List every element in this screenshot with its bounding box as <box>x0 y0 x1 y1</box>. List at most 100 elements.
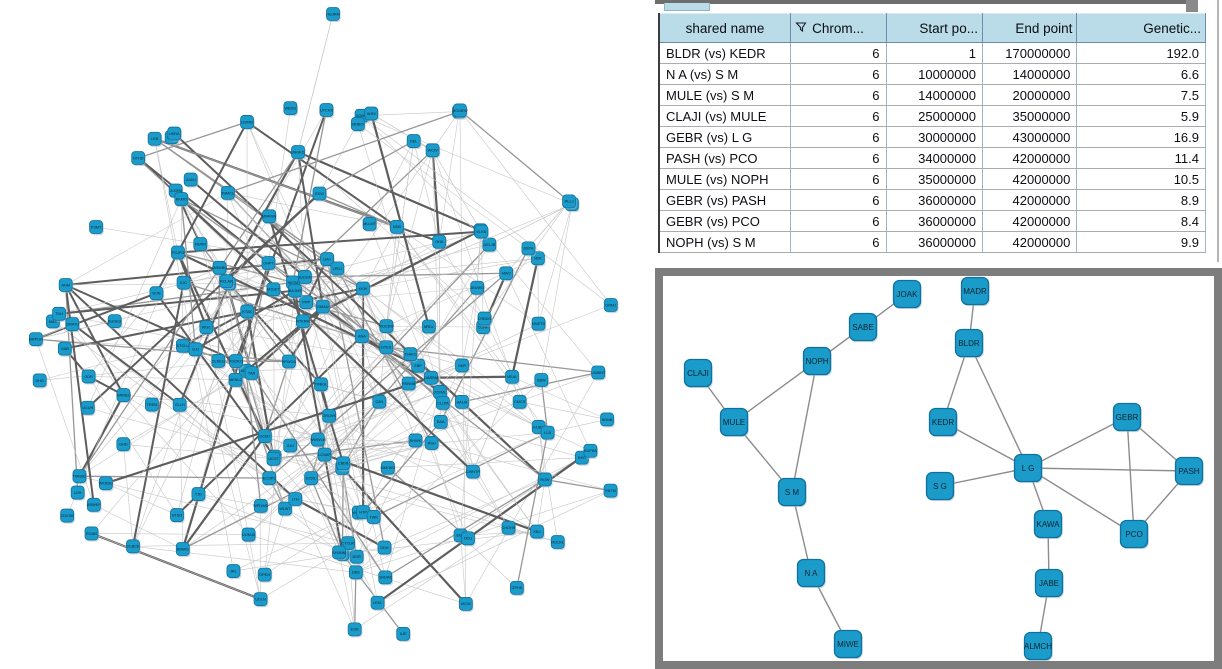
cell-r5-c1[interactable]: 6 <box>790 147 887 169</box>
subnetwork-graph[interactable]: JOAK MADR SABE NOPH BLDR CLAJI MULE KEDR GEBR L G… <box>663 276 1214 661</box>
node-shape[interactable] <box>802 346 832 376</box>
network-node[interactable]: UCUH <box>80 400 96 416</box>
node-shape[interactable] <box>777 477 807 507</box>
network-node[interactable]: UDLN <box>253 592 269 608</box>
node-shape[interactable] <box>482 237 497 252</box>
node-shape[interactable] <box>310 432 325 447</box>
network-node[interactable]: LLB <box>540 425 556 441</box>
node-shape[interactable] <box>89 220 103 234</box>
network-edge[interactable] <box>268 272 507 479</box>
network-edge[interactable] <box>538 204 573 324</box>
table-row[interactable]: NOPH (vs) S M 6 36000000 42000000 9.9 <box>660 231 1206 253</box>
network-edge[interactable] <box>329 415 538 532</box>
node-shape[interactable] <box>320 252 334 266</box>
network-node[interactable]: OHPT <box>261 256 277 272</box>
network-edge[interactable] <box>183 258 328 283</box>
network-edge[interactable] <box>248 534 261 600</box>
network-edge[interactable] <box>264 512 360 575</box>
cell-r5-c2[interactable]: 34000000 <box>886 147 983 169</box>
node-shape[interactable] <box>366 510 381 524</box>
network-node[interactable]: OARBM <box>424 370 439 386</box>
node-shape[interactable] <box>477 311 492 326</box>
node-shape[interactable] <box>1023 631 1053 661</box>
column-header-chrom---[interactable]: Chrom... <box>790 13 887 43</box>
cell-r2-c4[interactable]: 7.5 <box>1076 84 1206 106</box>
network-node[interactable]: NEL <box>406 134 422 150</box>
node-shape[interactable] <box>147 131 162 146</box>
network-node[interactable]: MADR <box>960 276 990 307</box>
network-edge[interactable] <box>181 435 266 550</box>
node-shape[interactable] <box>372 394 387 409</box>
network-node[interactable]: UJH <box>70 485 86 501</box>
network-node[interactable]: JUU <box>283 438 298 454</box>
network-node[interactable]: KTAK <box>240 304 255 320</box>
node-shape[interactable] <box>170 508 184 522</box>
network-edge[interactable] <box>79 370 247 477</box>
node-shape[interactable] <box>960 276 990 306</box>
table-row[interactable]: PASH (vs) PCO 6 34000000 42000000 11.4 <box>660 147 1206 169</box>
network-node[interactable]: MULE <box>719 407 749 438</box>
node-shape[interactable] <box>315 299 330 314</box>
node-shape[interactable] <box>262 471 277 486</box>
node-shape[interactable] <box>57 341 72 356</box>
network-edge[interactable] <box>384 479 546 548</box>
network-node[interactable]: UTSO <box>170 508 185 524</box>
network-edge[interactable] <box>361 115 573 205</box>
network-edge[interactable] <box>465 372 599 604</box>
network-edge[interactable] <box>377 490 611 603</box>
node-shape[interactable] <box>32 373 47 388</box>
network-edge[interactable] <box>123 394 249 535</box>
network-edge[interactable] <box>302 321 349 544</box>
network-edge[interactable] <box>195 349 343 469</box>
network-node[interactable]: CRBDO <box>477 311 493 327</box>
node-shape[interactable] <box>390 219 404 234</box>
cell-r7-c1[interactable]: 6 <box>790 189 887 211</box>
cell-r1-c4[interactable]: 6.6 <box>1076 63 1206 85</box>
network-node[interactable]: GJJ <box>188 342 204 358</box>
node-shape[interactable] <box>291 145 305 159</box>
network-edge[interactable] <box>733 360 818 423</box>
cell-r8-c3[interactable]: 42000000 <box>982 210 1078 232</box>
network-edge[interactable] <box>319 140 414 195</box>
network-edge[interactable] <box>431 150 441 242</box>
network-node[interactable]: ANA <box>354 329 370 345</box>
node-shape[interactable] <box>283 101 298 116</box>
node-shape[interactable] <box>240 304 255 319</box>
network-edge[interactable] <box>137 157 274 290</box>
node-shape[interactable] <box>175 542 190 556</box>
network-node[interactable]: GHDAE <box>378 570 393 586</box>
network-edge[interactable] <box>154 138 328 260</box>
table-row[interactable]: N A (vs) S M 6 10000000 14000000 6.6 <box>660 63 1206 85</box>
node-shape[interactable] <box>107 314 122 329</box>
network-node[interactable]: KAWA <box>1033 509 1063 540</box>
network-edge[interactable] <box>540 379 549 433</box>
node-shape[interactable] <box>1034 568 1064 598</box>
network-edge[interactable] <box>431 442 611 491</box>
node-shape[interactable] <box>220 185 235 200</box>
node-shape[interactable] <box>241 527 256 542</box>
network-edge[interactable] <box>227 192 343 469</box>
network-edge[interactable] <box>460 535 467 604</box>
node-shape[interactable] <box>354 329 369 344</box>
node-shape[interactable] <box>253 592 268 607</box>
node-shape[interactable] <box>362 216 377 231</box>
satellite-edge[interactable] <box>297 13 334 153</box>
node-shape[interactable] <box>347 622 362 637</box>
node-shape[interactable] <box>356 281 370 296</box>
scrollbar-fragment[interactable] <box>1186 0 1198 12</box>
node-shape[interactable] <box>174 192 189 206</box>
network-edge[interactable] <box>155 121 248 294</box>
node-shape[interactable] <box>229 354 243 368</box>
network-node[interactable]: DBTA <box>521 241 537 257</box>
node-shape[interactable] <box>403 347 418 362</box>
network-edge[interactable] <box>505 273 591 451</box>
network-edge[interactable] <box>233 512 359 572</box>
network-edge[interactable] <box>511 376 608 420</box>
network-node[interactable]: NTHD <box>131 151 146 167</box>
cell-r2-c0[interactable]: MULE (vs) S M <box>660 84 792 106</box>
network-edge[interactable] <box>180 199 197 350</box>
table-scrollbar-track[interactable] <box>1217 0 1219 262</box>
network-node[interactable]: ROW <box>537 472 553 488</box>
network-node[interactable]: TMNSD <box>72 469 88 485</box>
network-edge[interactable] <box>547 419 608 433</box>
